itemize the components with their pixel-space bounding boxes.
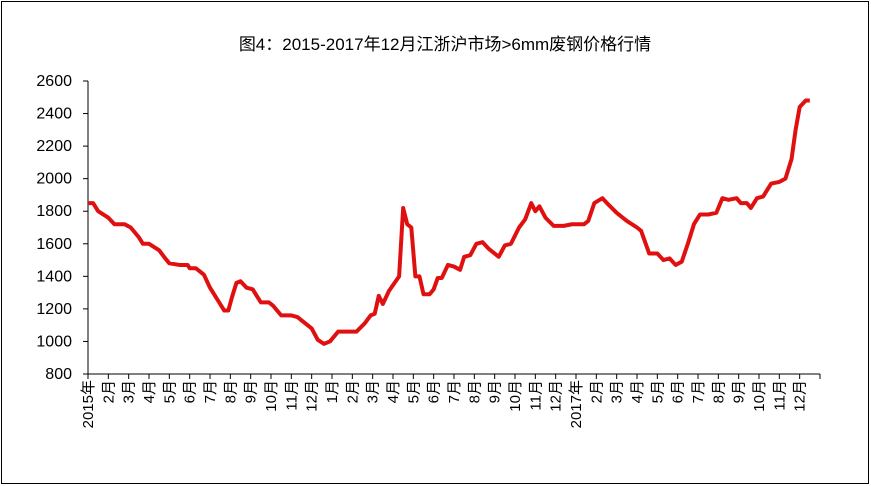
y-tick-label: 2600 (36, 73, 72, 90)
x-tick-label: 8月 (466, 380, 483, 403)
x-tick-label: 8月 (710, 380, 727, 403)
x-tick-label: 7月 (690, 380, 707, 403)
y-tick-label: 2400 (36, 106, 72, 123)
y-tick-label: 1000 (36, 333, 72, 350)
x-tick-label: 2017年 (568, 380, 585, 428)
x-tick-label: 1月 (324, 380, 341, 403)
x-tick-label: 5月 (405, 380, 422, 403)
x-tick-label: 9月 (243, 380, 260, 403)
x-tick-label: 9月 (487, 380, 504, 403)
x-tick-label: 12月 (792, 380, 809, 412)
x-tick-label: 6月 (426, 380, 443, 403)
x-tick-label: 8月 (222, 380, 239, 403)
x-tick-label: 12月 (304, 380, 321, 412)
x-tick-label: 7月 (202, 380, 219, 403)
y-tick-label: 2000 (36, 171, 72, 188)
x-tick-label: 2月 (100, 380, 117, 403)
y-tick-label: 1200 (36, 301, 72, 318)
y-tick-label: 1400 (36, 268, 72, 285)
x-tick-label: 3月 (121, 380, 138, 403)
x-tick-label: 6月 (670, 380, 687, 403)
x-tick-label: 12月 (548, 380, 565, 412)
x-tick-label: 3月 (609, 380, 626, 403)
y-tick-label: 1600 (36, 236, 72, 253)
x-tick-label: 4月 (385, 380, 402, 403)
x-tick-label: 11月 (771, 380, 788, 411)
chart-title: 图4：2015-2017年12月江浙沪市场>6mm废钢价格行情 (239, 35, 651, 54)
y-tick-label: 2200 (36, 138, 72, 155)
x-tick-label: 10月 (263, 380, 280, 412)
x-tick-label: 4月 (629, 380, 646, 403)
x-tick-label: 2月 (588, 380, 605, 403)
x-tick-label: 4月 (141, 380, 158, 403)
x-tick-label: 2015年 (80, 380, 97, 428)
y-tick-label: 800 (45, 366, 72, 383)
x-tick-label: 7月 (446, 380, 463, 403)
x-tick-label: 11月 (283, 380, 300, 411)
x-tick-label: 9月 (731, 380, 748, 403)
y-tick-label: 1800 (36, 203, 72, 220)
price-line (88, 98, 810, 346)
x-tick-label: 11月 (527, 380, 544, 411)
x-tick-label: 5月 (649, 380, 666, 403)
x-tick-label: 3月 (365, 380, 382, 403)
x-tick-label: 5月 (161, 380, 178, 403)
x-tick-label: 10月 (751, 380, 768, 412)
x-tick-label: 6月 (182, 380, 199, 403)
x-tick-label: 10月 (507, 380, 524, 412)
x-tick-label: 2月 (344, 380, 361, 403)
